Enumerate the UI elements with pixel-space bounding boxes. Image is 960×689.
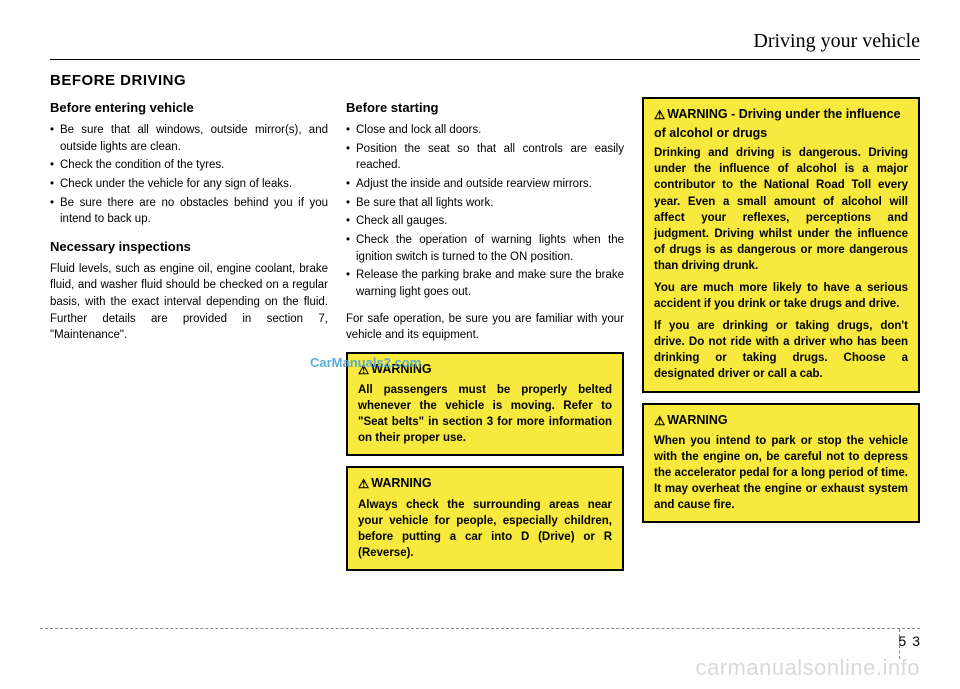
para-safe-operation: For safe operation, be sure you are fami…: [346, 311, 624, 344]
warning-label: WARNING: [667, 413, 727, 427]
watermark-carmanuals2: CarManuals2.com: [310, 355, 421, 370]
warning-body: When you intend to park or stop the vehi…: [654, 433, 908, 513]
warning-title: ⚠WARNING - Driving under the influence o…: [654, 105, 908, 142]
chapter-number: 5: [898, 633, 906, 649]
warning-label: WARNING - Driving under the influence of…: [654, 107, 901, 140]
list-item: Check under the vehicle for any sign of …: [50, 176, 328, 193]
subhead-before-starting: Before starting: [346, 99, 624, 118]
column-3: ⚠WARNING - Driving under the influence o…: [642, 97, 920, 581]
list-before-entering: Be sure that all windows, outside mirror…: [50, 122, 328, 228]
para-inspections: Fluid levels, such as engine oil, engine…: [50, 261, 328, 344]
warning-body: If you are drinking or taking drugs, don…: [654, 318, 908, 382]
list-item: Be sure that all lights work.: [346, 195, 624, 212]
warning-title: ⚠WARNING: [654, 411, 908, 430]
list-item: Be sure there are no obstacles behind yo…: [50, 195, 328, 228]
warning-icon: ⚠: [654, 412, 665, 430]
footer-watermark: carmanualsonline.info: [695, 655, 920, 681]
list-item: Position the seat so that all controls a…: [346, 141, 624, 174]
column-1: Before entering vehicle Be sure that all…: [50, 97, 328, 581]
subhead-inspections: Necessary inspections: [50, 238, 328, 257]
list-item: Check the operation of warning lights wh…: [346, 232, 624, 265]
warning-title: ⚠WARNING: [358, 474, 612, 493]
warning-body: All passengers must be properly belted w…: [358, 382, 612, 446]
warning-box-alcohol: ⚠WARNING - Driving under the influence o…: [642, 97, 920, 393]
page-header: Driving your vehicle: [50, 30, 920, 60]
warning-box-surroundings: ⚠WARNING Always check the surrounding ar…: [346, 466, 624, 571]
list-item: Adjust the inside and outside rearview m…: [346, 176, 624, 193]
warning-icon: ⚠: [358, 475, 369, 493]
subhead-before-entering: Before entering vehicle: [50, 99, 328, 118]
warning-icon: ⚠: [654, 106, 665, 124]
warning-body: Drinking and driving is dangerous. Drivi…: [654, 145, 908, 274]
list-item: Be sure that all windows, outside mirror…: [50, 122, 328, 155]
column-2: Before starting Close and lock all doors…: [346, 97, 624, 581]
warning-label: WARNING: [371, 476, 431, 490]
list-item: Release the parking brake and make sure …: [346, 267, 624, 300]
warning-box-parking: ⚠WARNING When you intend to park or stop…: [642, 403, 920, 524]
dash-line: [40, 628, 920, 629]
content-columns: Before entering vehicle Be sure that all…: [50, 97, 920, 581]
list-item: Close and lock all doors.: [346, 122, 624, 139]
section-title: BEFORE DRIVING: [50, 72, 920, 89]
warning-body: Always check the surrounding areas near …: [358, 497, 612, 561]
list-item: Check the condition of the tyres.: [50, 157, 328, 174]
page-number-value: 3: [912, 633, 920, 649]
list-before-starting: Close and lock all doors. Position the s…: [346, 122, 624, 301]
warning-body: You are much more likely to have a serio…: [654, 280, 908, 312]
list-item: Check all gauges.: [346, 213, 624, 230]
page-number: 53: [898, 633, 920, 649]
